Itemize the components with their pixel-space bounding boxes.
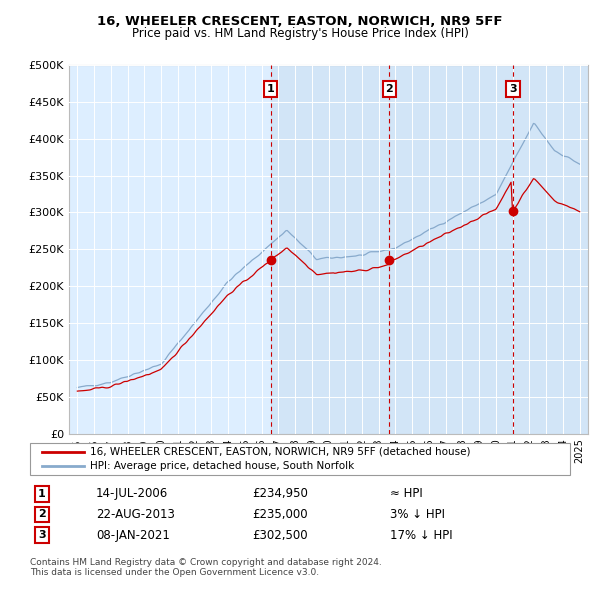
Text: 08-JAN-2021: 08-JAN-2021 [96,529,170,542]
Text: £234,950: £234,950 [252,487,308,500]
Text: Contains HM Land Registry data © Crown copyright and database right 2024.
This d: Contains HM Land Registry data © Crown c… [30,558,382,577]
Text: £302,500: £302,500 [252,529,308,542]
Text: 14-JUL-2006: 14-JUL-2006 [96,487,168,500]
Bar [271,65,389,434]
Text: 16, WHEELER CRESCENT, EASTON, NORWICH, NR9 5FF (detached house): 16, WHEELER CRESCENT, EASTON, NORWICH, N… [90,447,470,457]
Text: 17% ↓ HPI: 17% ↓ HPI [390,529,452,542]
Text: Price paid vs. HM Land Registry's House Price Index (HPI): Price paid vs. HM Land Registry's House … [131,27,469,40]
Text: HPI: Average price, detached house, South Norfolk: HPI: Average price, detached house, Sout… [90,461,354,471]
Text: 1: 1 [38,489,46,499]
Text: 3: 3 [509,84,517,94]
Text: 2: 2 [38,510,46,519]
Text: 2: 2 [386,84,394,94]
Text: 3% ↓ HPI: 3% ↓ HPI [390,508,445,521]
Text: 1: 1 [266,84,274,94]
Text: 3: 3 [38,530,46,540]
Bar [513,65,588,434]
Bar [389,65,513,434]
Text: 22-AUG-2013: 22-AUG-2013 [96,508,175,521]
Text: 16, WHEELER CRESCENT, EASTON, NORWICH, NR9 5FF: 16, WHEELER CRESCENT, EASTON, NORWICH, N… [97,15,503,28]
Text: ≈ HPI: ≈ HPI [390,487,423,500]
Text: £235,000: £235,000 [252,508,308,521]
